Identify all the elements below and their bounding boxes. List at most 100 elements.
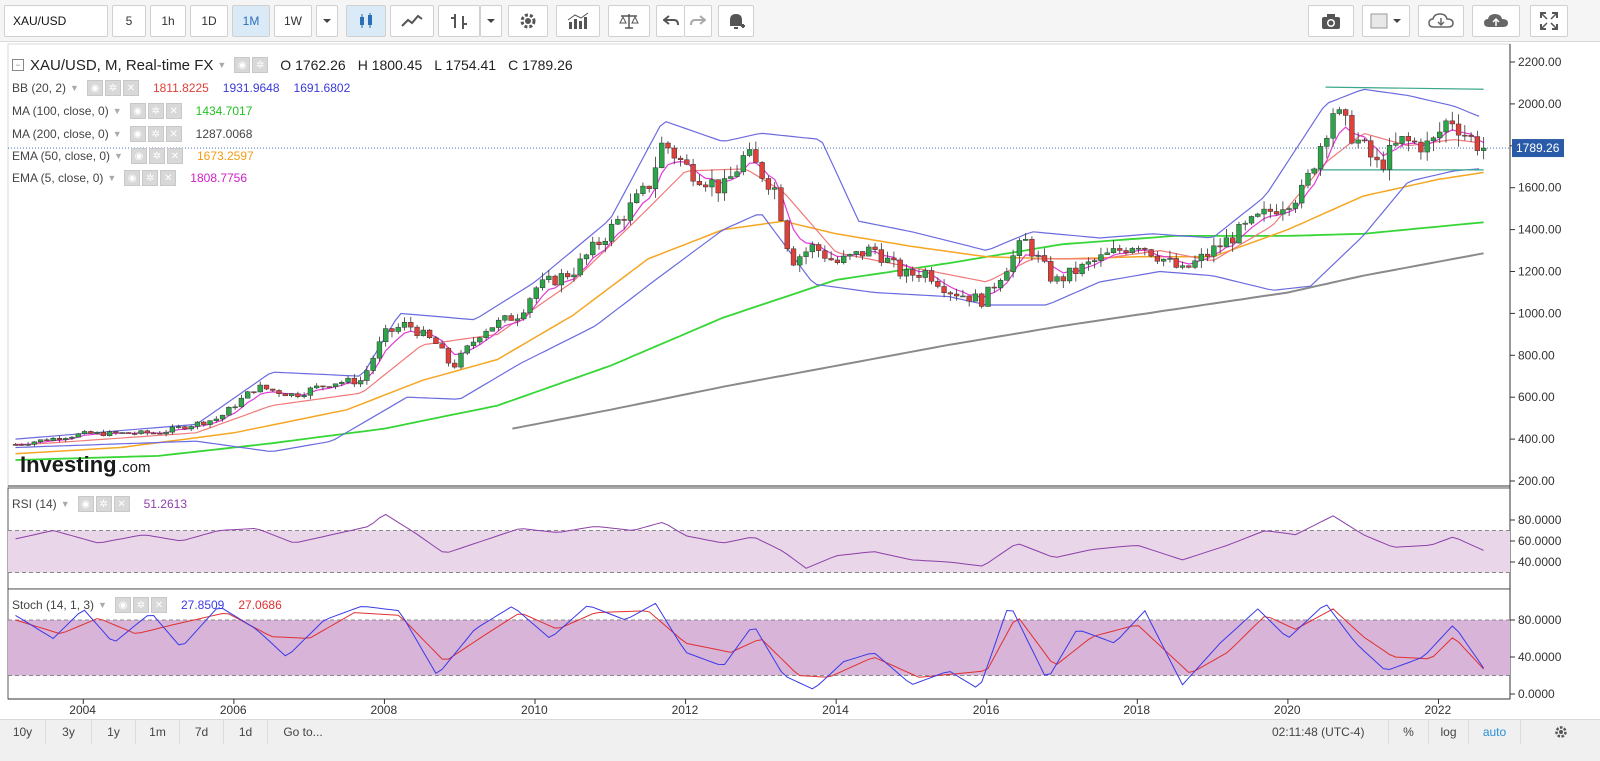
undo-button[interactable] (656, 5, 684, 37)
line-chart-button[interactable] (390, 5, 434, 37)
chart-type-dropdown-button[interactable] (480, 5, 502, 37)
chart-canvas[interactable]: 2200.002000.001800.001600.001400.001200.… (0, 42, 1600, 719)
percent-scale-button[interactable]: % (1388, 720, 1428, 744)
gear-icon[interactable]: ✲ (104, 80, 121, 96)
candlestick (44, 437, 50, 442)
download-button[interactable] (1418, 5, 1464, 37)
auto-scale-button[interactable]: auto (1468, 720, 1520, 744)
candle-body (426, 329, 433, 339)
candle-body (1286, 208, 1292, 210)
chevron-down-icon[interactable]: ▼ (112, 106, 122, 116)
interval-1m-button[interactable]: 1M (232, 5, 270, 37)
collapse-legend-icon[interactable]: − (12, 59, 24, 71)
upload-button[interactable] (1472, 5, 1520, 37)
eye-icon[interactable]: ◉ (129, 126, 146, 142)
chevron-down-icon[interactable]: ▼ (70, 83, 79, 93)
range-3y-button[interactable]: 3y (46, 720, 92, 744)
interval-1d-button[interactable]: 1D (190, 5, 228, 37)
eye-icon[interactable]: ◉ (114, 597, 131, 613)
eye-icon[interactable]: ◉ (234, 57, 251, 73)
candlestick (1110, 240, 1117, 254)
color-picker-button[interactable] (1362, 5, 1410, 37)
gear-icon[interactable]: ✲ (142, 170, 159, 186)
candlestick (445, 347, 452, 367)
candle-body (646, 185, 652, 189)
candle-body (1230, 237, 1236, 244)
range-10y-button[interactable]: 10y (0, 720, 46, 744)
candlestick (119, 432, 125, 434)
bar-chart-button[interactable] (438, 5, 480, 37)
chevron-down-icon[interactable]: ▼ (60, 499, 70, 509)
range-1m-button[interactable]: 1m (136, 720, 180, 744)
candlestick (408, 316, 414, 332)
candle-body (389, 328, 395, 332)
bar-chart-icon (451, 14, 467, 29)
candle-body (577, 258, 583, 276)
chevron-down-icon[interactable]: ▼ (112, 129, 122, 139)
candle-body (1430, 137, 1437, 142)
candlestick (866, 244, 872, 257)
candle-body (408, 322, 414, 328)
alert-button[interactable] (718, 5, 754, 37)
close-icon[interactable]: ✕ (166, 148, 183, 164)
ohlc-values: O 1762.26 H 1800.45 L 1754.41 C 1789.26 (280, 57, 584, 73)
symbol-input[interactable]: XAU/USD (4, 5, 108, 37)
last-price-label: 1789.26 (1516, 141, 1560, 155)
close-icon[interactable]: ✕ (150, 597, 167, 613)
redo-button[interactable] (684, 5, 712, 37)
eye-icon[interactable]: ◉ (77, 496, 94, 512)
candlestick (577, 253, 583, 278)
candlestick (326, 386, 332, 388)
candles-button[interactable] (346, 5, 386, 37)
interval-dropdown-button[interactable] (316, 5, 338, 37)
goto-date-button[interactable]: Go to... (283, 725, 323, 739)
snapshot-button[interactable] (1308, 5, 1354, 37)
chevron-down-icon[interactable]: ▼ (217, 60, 227, 70)
gear-icon[interactable]: ✲ (95, 496, 112, 512)
candle-body (113, 431, 119, 434)
chart-settings-button[interactable] (1520, 720, 1600, 744)
eye-icon[interactable]: ◉ (86, 80, 103, 96)
close-icon[interactable]: ✕ (113, 496, 130, 512)
interval-1w-button[interactable]: 1W (274, 5, 312, 37)
candle-body (1186, 265, 1192, 268)
gear-icon (1554, 726, 1567, 738)
range-7d-button[interactable]: 7d (180, 720, 224, 744)
candlestick (194, 421, 201, 430)
candlestick (753, 141, 759, 163)
candlestick (1474, 130, 1481, 156)
stoch-legend: Stoch (14, 1, 3) ▼ ◉ ✲ ✕ 27.8509 27.0686 (12, 596, 282, 614)
fullscreen-button[interactable] (1530, 5, 1568, 37)
candle-body (1123, 250, 1129, 253)
candlestick (25, 442, 31, 447)
candlestick (533, 286, 539, 304)
chevron-down-icon[interactable]: ▼ (98, 600, 107, 610)
candle-body (684, 159, 690, 165)
close-icon[interactable]: ✕ (160, 170, 177, 186)
candle-body (583, 254, 590, 260)
eye-icon[interactable]: ◉ (124, 170, 141, 186)
settings-button[interactable] (508, 5, 548, 37)
gear-icon[interactable]: ✲ (132, 597, 149, 613)
eye-icon[interactable]: ◉ (130, 148, 147, 164)
close-icon[interactable]: ✕ (165, 103, 182, 119)
candle-body (219, 414, 226, 420)
gear-icon[interactable]: ✲ (148, 148, 165, 164)
range-1y-button[interactable]: 1y (92, 720, 136, 744)
close-icon[interactable]: ✕ (122, 80, 139, 96)
compare-button[interactable] (608, 5, 650, 37)
candlestick (464, 344, 470, 355)
close-icon[interactable]: ✕ (165, 126, 182, 142)
chevron-down-icon[interactable]: ▼ (107, 173, 117, 183)
gear-icon[interactable]: ✲ (147, 126, 164, 142)
chevron-down-icon[interactable]: ▼ (114, 151, 123, 161)
candlestick (1280, 201, 1286, 221)
interval-1h-button[interactable]: 1h (150, 5, 186, 37)
interval-5-button[interactable]: 5 (112, 5, 146, 37)
log-scale-button[interactable]: log (1428, 720, 1468, 744)
eye-icon[interactable]: ◉ (129, 103, 146, 119)
range-1d-button[interactable]: 1d (224, 720, 268, 744)
gear-icon[interactable]: ✲ (252, 57, 269, 73)
gear-icon[interactable]: ✲ (147, 103, 164, 119)
indicators-button[interactable] (556, 5, 600, 37)
